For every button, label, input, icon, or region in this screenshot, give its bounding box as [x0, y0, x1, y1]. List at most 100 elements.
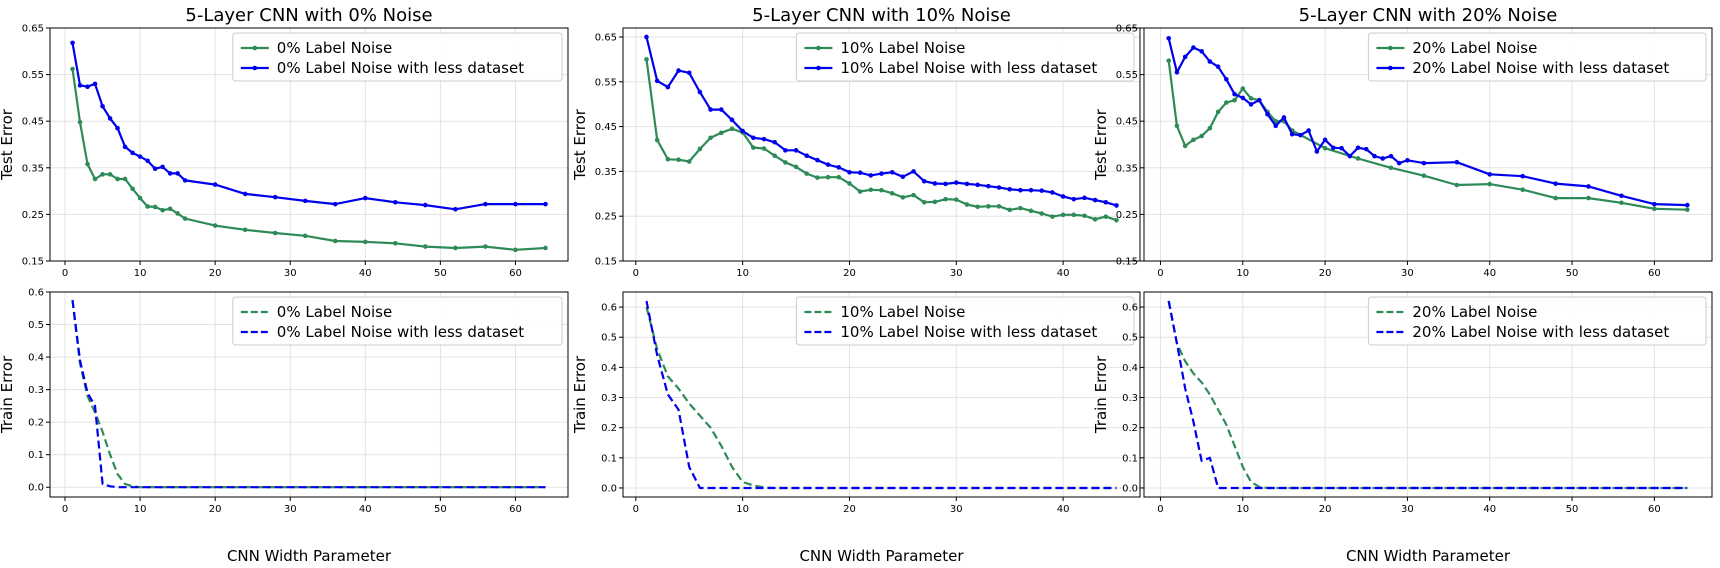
data-point: [272, 194, 278, 200]
data-point: [1114, 217, 1119, 223]
data-point: [1232, 91, 1237, 97]
data-point: [1240, 86, 1246, 91]
data-point: [167, 206, 173, 212]
data-point: [1289, 131, 1295, 137]
y-tick-label: 0.65: [22, 24, 44, 35]
y-tick-label: 0.6: [1122, 303, 1138, 314]
data-point: [857, 189, 863, 194]
data-point: [160, 207, 165, 213]
data-point: [1586, 195, 1591, 201]
data-point: [1520, 187, 1525, 193]
legend-label: 0% Label Noise with less dataset: [277, 59, 524, 77]
data-point: [107, 116, 113, 121]
data-point: [943, 181, 948, 187]
data-point: [100, 172, 105, 177]
data-point: [85, 84, 90, 90]
chart-title: 5-Layer CNN with 0% Noise: [185, 5, 432, 26]
data-point: [729, 126, 735, 132]
data-point: [332, 201, 338, 207]
x-tick-label: 30: [284, 268, 297, 279]
x-axis-label: CNN Width Parameter: [227, 547, 392, 565]
data-point: [1050, 214, 1055, 219]
legend-box: [1367, 296, 1707, 346]
data-point: [393, 199, 398, 205]
data-point: [921, 200, 927, 205]
data-point: [1553, 181, 1558, 186]
x-tick-label: 30: [1401, 268, 1414, 279]
x-tick-label: 60: [509, 504, 522, 515]
data-point: [804, 153, 810, 159]
data-point: [868, 187, 874, 193]
data-point: [932, 199, 938, 205]
plot-5: 0 10 20 30 40 50 60 0.15 0.25 0.35 0.45 0.55 0.65 5-L…: [1092, 5, 1713, 279]
data-point: [772, 139, 777, 145]
data-point: [665, 156, 671, 162]
legend-label: 0% Label Noise: [277, 303, 392, 321]
data-point: [804, 171, 810, 176]
data-point: [1050, 190, 1055, 195]
data-point: [654, 137, 660, 143]
x-tick-label: 10: [736, 504, 749, 515]
data-point: [644, 57, 649, 62]
data-point: [1586, 184, 1591, 189]
data-point: [943, 196, 948, 202]
data-point: [751, 145, 756, 150]
data-point: [836, 165, 842, 170]
data-point: [77, 119, 83, 125]
data-point: [1273, 118, 1279, 124]
data-point: [115, 176, 120, 182]
data-point: [1454, 182, 1460, 188]
legend-label: 10% Label Noise: [840, 39, 965, 57]
y-tick-label: 0.35: [22, 163, 44, 174]
data-point: [1060, 194, 1066, 199]
y-tick-label: 0.1: [1122, 453, 1138, 464]
data-point: [654, 78, 660, 84]
data-point: [423, 244, 428, 249]
legend-label: 20% Label Noise: [1412, 39, 1537, 57]
data-point: [1240, 95, 1246, 101]
legend: 0% Label Noise 0% Label Noise with less d…: [232, 32, 563, 82]
y-tick-label: 0.45: [595, 122, 617, 133]
x-tick-label: 60: [509, 268, 522, 279]
y-axis-label: Train Error: [0, 355, 16, 434]
data-point: [1028, 208, 1034, 214]
data-point: [1018, 187, 1023, 193]
data-point: [986, 204, 991, 209]
y-tick-label: 0.55: [22, 70, 44, 81]
x-tick-label: 50: [434, 268, 447, 279]
data-point: [1421, 160, 1427, 166]
legend-label: 0% Label Noise with less dataset: [277, 323, 524, 341]
data-point: [1224, 76, 1229, 82]
legend: 0% Label Noise 0% Label Noise with less d…: [232, 296, 563, 346]
data-point: [167, 171, 173, 176]
data-point: [242, 191, 248, 197]
data-point: [332, 238, 338, 244]
x-axis-label: CNN Width Parameter: [1346, 547, 1511, 565]
data-point: [686, 70, 692, 76]
x-tick-label: 0: [633, 504, 639, 515]
data-point: [996, 204, 1002, 209]
data-point: [363, 195, 368, 201]
data-point: [212, 182, 218, 187]
data-point: [137, 195, 143, 201]
data-point: [1273, 123, 1279, 129]
data-point: [697, 89, 703, 95]
data-point: [1114, 203, 1119, 208]
plot-2: 0 10 20 30 40 50 60 0.0 0.1 0.2 0.3 0.4 0.5 0.6 Train …: [0, 288, 569, 565]
data-point: [1265, 111, 1270, 117]
data-point: [1007, 187, 1012, 192]
plot-frame: [1143, 291, 1713, 498]
plot-frame: [622, 291, 1141, 498]
legend-marker: [816, 45, 821, 51]
data-point: [847, 169, 852, 175]
data-point: [1174, 69, 1180, 75]
legend: 20% Label Noise 20% Label Noise with less…: [1367, 32, 1707, 82]
chart-title: 5-Layer CNN with 10% Noise: [752, 5, 1011, 26]
x-tick-label: 40: [1057, 504, 1070, 515]
data-point: [1619, 193, 1624, 199]
data-point: [1553, 195, 1558, 201]
legend-marker: [1388, 65, 1393, 71]
data-point: [543, 201, 548, 207]
data-point: [513, 201, 518, 207]
legend-marker: [1388, 45, 1393, 51]
